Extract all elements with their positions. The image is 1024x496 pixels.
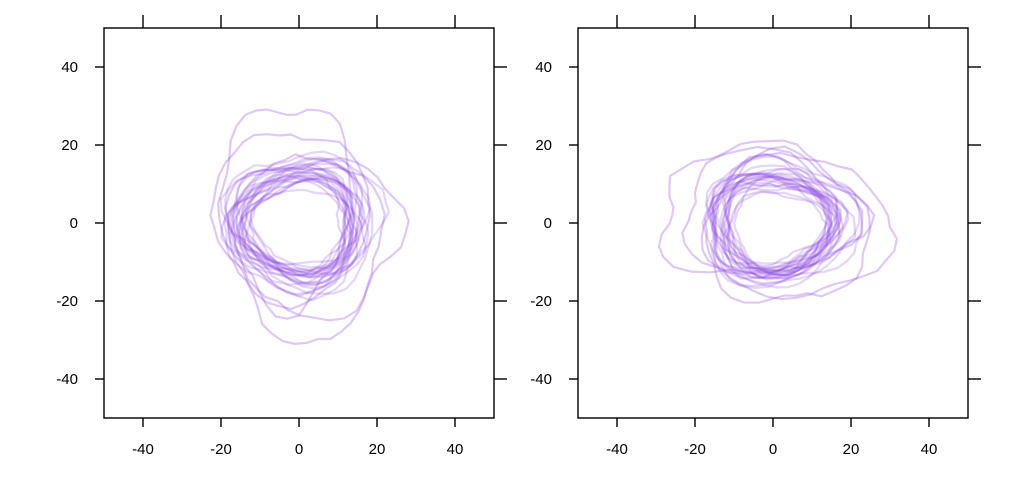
trace-line — [711, 180, 834, 274]
trace-line — [722, 174, 828, 268]
x-tick-label: 40 — [447, 441, 464, 458]
trace-line — [235, 177, 346, 274]
trace-line — [657, 145, 876, 276]
trace-line — [701, 153, 863, 289]
trace-line — [209, 133, 372, 311]
trace-line — [217, 108, 356, 320]
trace-line — [249, 178, 352, 279]
trace-line — [711, 152, 839, 280]
trace-line — [232, 162, 361, 279]
y-tick-label: -20 — [56, 293, 78, 310]
trace-line — [238, 177, 353, 277]
x-tick-label: -40 — [132, 441, 154, 458]
x-tick-label: -20 — [210, 441, 232, 458]
trace-line — [223, 150, 374, 302]
trace-line — [224, 157, 410, 322]
trace-line — [710, 167, 856, 289]
trace-line — [728, 190, 829, 275]
trace-line — [714, 171, 841, 285]
x-tick-label: 0 — [295, 441, 303, 458]
y-tick-label: -40 — [56, 371, 78, 388]
x-tick-label: 40 — [921, 441, 938, 458]
trace-line — [721, 175, 837, 265]
left-panel: -40 -20 0 20 40 40 20 0 -20 -40 — [56, 15, 507, 458]
trace-line — [723, 172, 839, 278]
plot-frame — [577, 27, 969, 419]
trace-line — [244, 171, 354, 269]
trace-line — [713, 172, 831, 273]
trace-line — [243, 175, 360, 285]
trace-line — [235, 174, 358, 286]
trace-line — [239, 177, 364, 275]
trace-line — [710, 178, 842, 279]
y-tick-label: 0 — [544, 215, 552, 232]
trace-line — [230, 177, 358, 286]
trace-line — [719, 175, 841, 280]
trace-line — [712, 175, 838, 272]
trace-line — [708, 172, 838, 280]
trace-line — [229, 162, 370, 287]
trace-line — [705, 167, 849, 280]
trace-line — [703, 145, 871, 304]
y-tick-label: 40 — [61, 59, 78, 76]
trace-line — [220, 166, 367, 297]
y-tick-label: -20 — [530, 293, 552, 310]
x-tick-label: 0 — [769, 441, 777, 458]
trace-line — [219, 156, 390, 295]
plot-frame — [103, 27, 495, 419]
x-tick-label: 20 — [843, 441, 860, 458]
trace-line — [726, 190, 832, 272]
y-tick-label: 40 — [535, 59, 552, 76]
trace-line — [724, 178, 843, 277]
trace-line — [709, 164, 850, 270]
trace-line — [227, 174, 355, 296]
trace-line — [230, 158, 366, 276]
x-tick-label: -20 — [684, 441, 706, 458]
trace-line — [726, 172, 833, 272]
trace-line — [241, 165, 347, 272]
y-tick-label: 20 — [61, 137, 78, 154]
trace-line — [241, 168, 363, 277]
trace-line — [226, 168, 351, 266]
trace-line — [719, 181, 833, 281]
trace-line — [237, 167, 353, 284]
y-tick-label: 20 — [535, 137, 552, 154]
trace-line — [226, 153, 386, 345]
trace-line — [705, 155, 861, 288]
trace-line — [681, 139, 864, 275]
trace-line — [700, 151, 898, 301]
trace-line — [722, 183, 845, 275]
trace-line — [235, 157, 372, 290]
trace-group — [209, 108, 410, 345]
x-tick-label: 20 — [369, 441, 386, 458]
trace-line — [244, 188, 353, 277]
x-tick-label: -40 — [606, 441, 628, 458]
trace-line — [249, 180, 347, 272]
trace-group — [657, 139, 898, 304]
trace-line — [727, 185, 834, 277]
trace-line — [234, 168, 347, 279]
trace-line — [733, 177, 831, 270]
y-tick-label: 0 — [70, 215, 78, 232]
right-panel: -40 -20 0 20 40 40 20 0 -20 -40 — [530, 15, 981, 458]
y-tick-label: -40 — [530, 371, 552, 388]
trace-line — [240, 174, 353, 273]
